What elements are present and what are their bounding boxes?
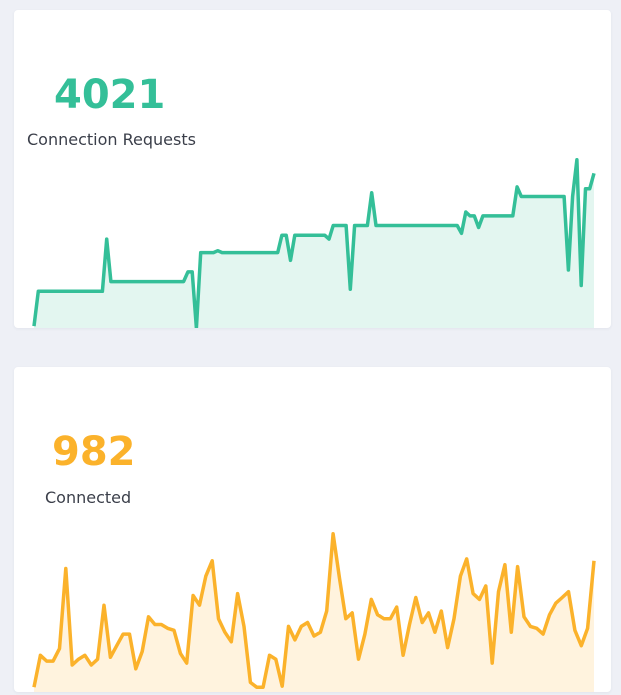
sparkline-chart	[32, 532, 596, 692]
stat-label: Connection Requests	[27, 130, 196, 149]
stat-label: Connected	[45, 488, 132, 507]
stat-card-connected: 982 Connected	[14, 367, 611, 692]
stat-value: 4021	[54, 72, 166, 118]
sparkline-chart	[32, 158, 596, 328]
sparkline-line	[32, 532, 596, 689]
stat-card-connection-requests: 4021 Connection Requests	[14, 10, 611, 328]
sparkline-area	[34, 159, 594, 328]
sparkline-line	[32, 158, 596, 328]
stat-value: 982	[52, 429, 136, 475]
sparkline-area	[34, 533, 594, 692]
